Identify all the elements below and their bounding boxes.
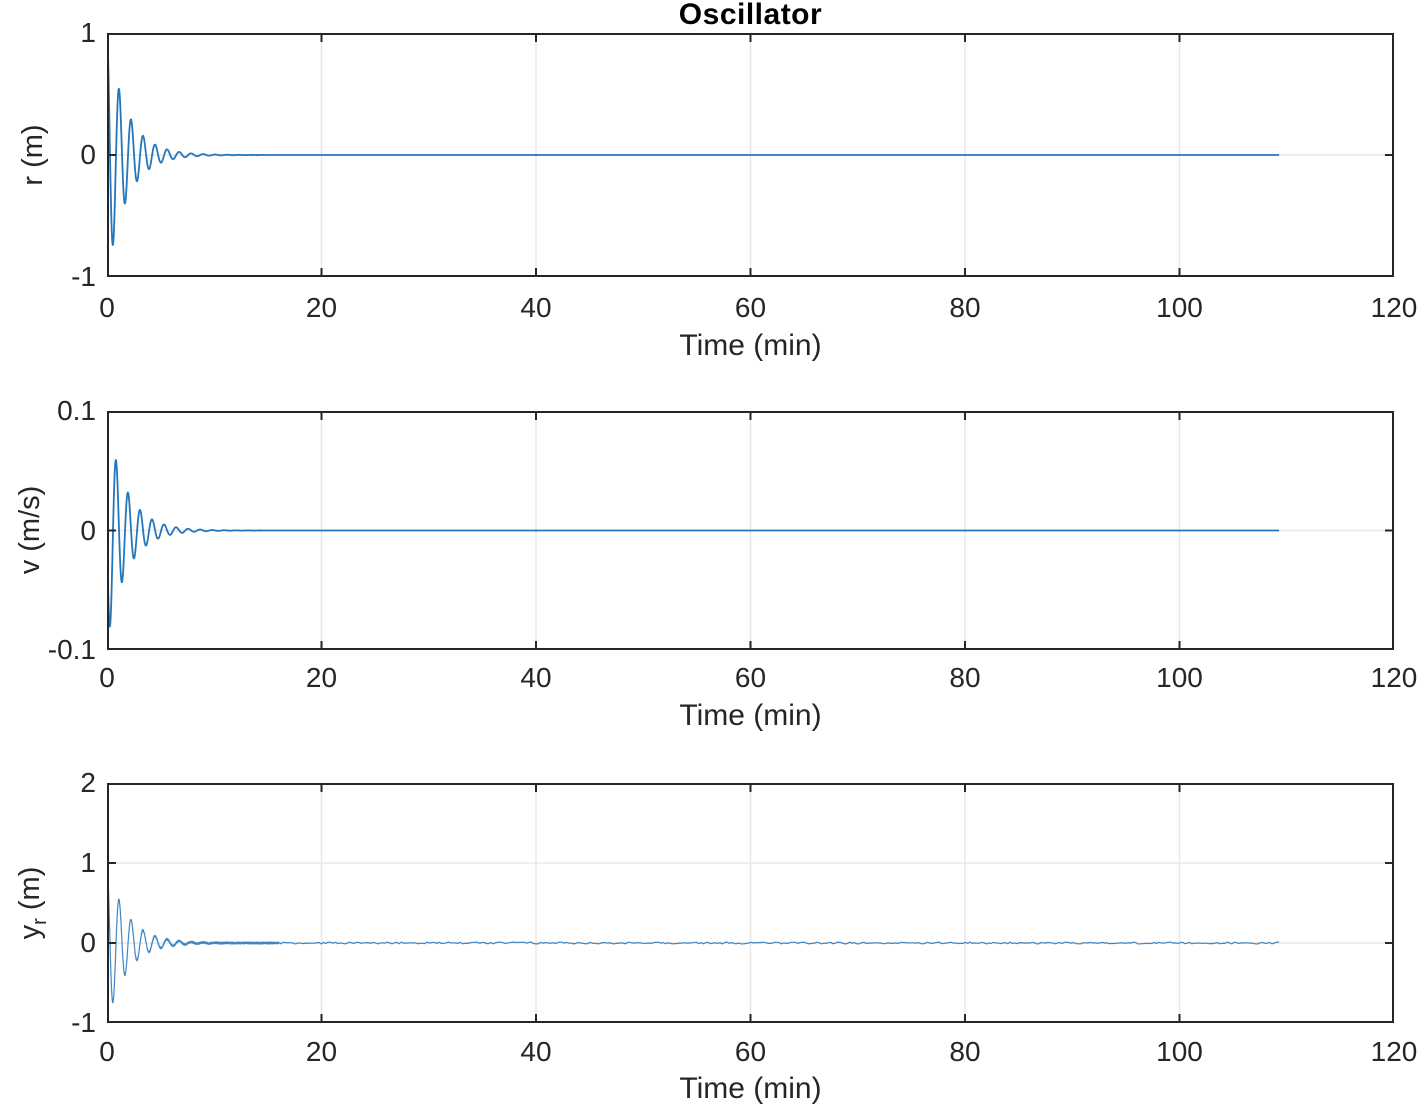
x-tick-label: 100 xyxy=(1156,1036,1203,1067)
x-tick-label: 0 xyxy=(99,1036,115,1067)
series-r-line xyxy=(107,33,1280,246)
x-tick-label: 120 xyxy=(1370,1036,1418,1067)
x-tick-label: 80 xyxy=(949,662,981,693)
y-tick-label: 0 xyxy=(80,139,96,170)
axis-box xyxy=(107,783,1394,1023)
x-tick-label: 60 xyxy=(734,292,767,323)
y-tick-label: 2 xyxy=(80,767,96,798)
y-tick-label: 1 xyxy=(80,17,96,48)
axis-box xyxy=(107,411,1394,650)
x-tick-label: 120 xyxy=(1370,662,1418,693)
x-tick-label: 40 xyxy=(520,1036,552,1067)
y-tick-label: 0 xyxy=(80,514,96,546)
x-tick-label: 60 xyxy=(734,662,767,693)
subplot-v-plot xyxy=(107,411,1394,650)
x-tick-label: 100 xyxy=(1156,662,1203,693)
x-tick-label: 20 xyxy=(305,1036,338,1067)
x-tick-label: 120 xyxy=(1370,292,1418,323)
x-tick-label: 60 xyxy=(734,1036,767,1067)
x-tick-label: 40 xyxy=(520,662,552,693)
x-tick-label: 20 xyxy=(305,662,338,693)
x-tick-label: 20 xyxy=(305,292,338,323)
x-tick-label: 0 xyxy=(99,662,115,693)
y-tick-label: -1 xyxy=(71,1007,96,1038)
series-y_r-line xyxy=(107,862,1280,1004)
grid-lines xyxy=(107,783,1394,1023)
subplot-r-plot xyxy=(107,33,1394,277)
subplot-yr-plot xyxy=(107,783,1394,1023)
x-tick-label: 0 xyxy=(99,292,115,323)
y-tick-label: -0.1 xyxy=(47,634,96,665)
chart-title: Oscillator xyxy=(678,0,823,31)
x-tick-label: 40 xyxy=(520,292,552,323)
y-tick-label: -1 xyxy=(71,261,96,292)
subplot-v-xlabel: Time (min) xyxy=(679,699,822,732)
x-tick-label: 80 xyxy=(949,292,981,323)
y-tick-label: 0 xyxy=(80,927,96,958)
subplot-yr-xlabel: Time (min) xyxy=(679,1072,822,1105)
series-v-line xyxy=(107,459,1280,628)
y-tick-label: 1 xyxy=(80,847,96,878)
y-tick-label: 0.1 xyxy=(57,395,96,426)
x-tick-label: 100 xyxy=(1156,292,1203,323)
axis-box xyxy=(107,33,1394,277)
x-tick-label: 80 xyxy=(949,1036,981,1067)
subplot-r-xlabel: Time (min) xyxy=(679,329,822,362)
ylabel-subscript: r xyxy=(28,918,51,925)
